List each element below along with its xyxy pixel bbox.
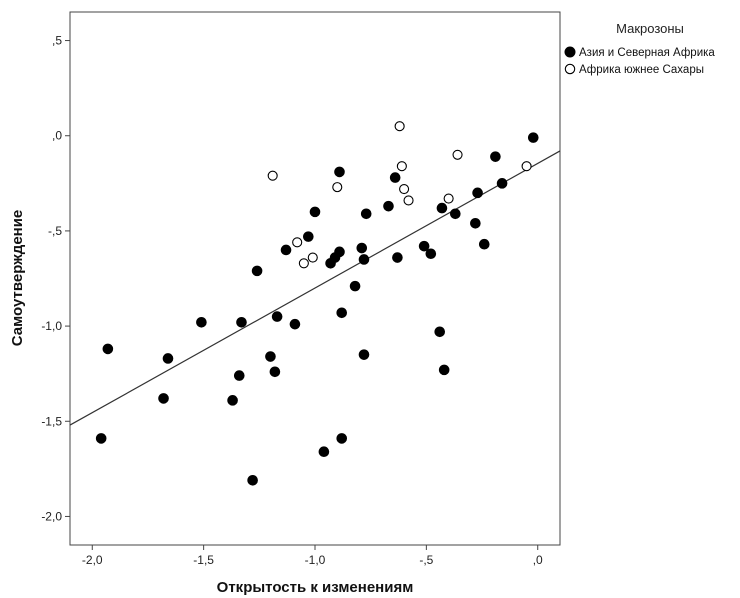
data-point-sub-saharan-africa xyxy=(394,121,405,132)
x-tick-label: -,5 xyxy=(419,553,433,567)
data-point-asia-north-africa xyxy=(271,311,283,322)
data-point-asia-north-africa xyxy=(280,244,292,256)
data-point-asia-north-africa xyxy=(102,343,114,355)
legend-title: Макрозоны xyxy=(616,21,684,36)
data-point-asia-north-africa xyxy=(269,366,281,378)
x-tick-label: -1,5 xyxy=(193,553,214,567)
y-tick-label: -2,0 xyxy=(41,509,62,523)
data-point-asia-north-africa xyxy=(478,238,490,250)
legend-marker-open xyxy=(564,63,576,75)
data-point-asia-north-africa xyxy=(496,178,508,189)
data-point-asia-north-africa xyxy=(360,208,372,220)
data-point-asia-north-africa xyxy=(383,200,394,212)
data-point-asia-north-africa xyxy=(336,433,348,444)
data-point-asia-north-africa xyxy=(265,351,276,362)
data-point-asia-north-africa xyxy=(236,316,247,328)
x-tick-label: -2,0 xyxy=(82,553,103,567)
data-point-sub-saharan-africa xyxy=(452,149,463,160)
data-point-sub-saharan-africa xyxy=(307,252,318,263)
plot-frame xyxy=(69,11,561,546)
data-point-asia-north-africa xyxy=(334,166,345,178)
data-point-asia-north-africa xyxy=(233,370,245,381)
data-point-asia-north-africa xyxy=(389,172,401,183)
data-point-sub-saharan-africa xyxy=(403,195,414,206)
y-tick-label: -1,0 xyxy=(41,319,62,333)
x-tick-label: ,0 xyxy=(533,553,543,567)
data-point-asia-north-africa xyxy=(358,349,370,360)
legend: Макрозоны Азия и Северная Африка Африка … xyxy=(564,21,715,76)
data-point-asia-north-africa xyxy=(162,353,174,364)
data-point-sub-saharan-africa xyxy=(298,258,309,269)
data-point-asia-north-africa xyxy=(95,433,107,444)
data-points xyxy=(95,121,539,486)
data-point-asia-north-africa xyxy=(527,132,539,143)
data-point-sub-saharan-africa xyxy=(399,183,410,195)
data-point-asia-north-africa xyxy=(450,208,461,220)
data-point-asia-north-africa xyxy=(392,252,403,263)
data-point-asia-north-africa xyxy=(158,393,169,404)
data-point-asia-north-africa xyxy=(227,395,238,406)
y-tick-label: ,0 xyxy=(52,129,62,143)
legend-label-asia: Азия и Северная Африка xyxy=(579,47,715,59)
data-point-asia-north-africa xyxy=(356,242,368,254)
data-point-asia-north-africa xyxy=(196,316,207,328)
data-point-asia-north-africa xyxy=(289,318,301,330)
y-tick-label: ,5 xyxy=(52,34,62,48)
x-axis-ticks: -2,0 -1,5 -1,0 -,5 ,0 xyxy=(82,545,543,567)
data-point-sub-saharan-africa xyxy=(521,161,532,172)
data-point-asia-north-africa xyxy=(251,265,263,277)
data-point-asia-north-africa xyxy=(336,307,348,319)
data-point-asia-north-africa xyxy=(434,326,446,338)
data-point-asia-north-africa xyxy=(309,206,321,218)
y-tick-label: -,5 xyxy=(48,224,62,238)
data-point-asia-north-africa xyxy=(472,187,483,199)
data-point-asia-north-africa xyxy=(349,280,361,292)
data-point-asia-north-africa xyxy=(436,202,448,214)
data-point-sub-saharan-africa xyxy=(443,193,454,204)
data-point-asia-north-africa xyxy=(358,254,370,265)
data-point-asia-north-africa xyxy=(490,151,501,162)
data-point-asia-north-africa xyxy=(247,474,258,486)
data-point-sub-saharan-africa xyxy=(292,237,303,248)
x-tick-label: -1,0 xyxy=(305,553,326,567)
data-point-asia-north-africa xyxy=(303,231,314,242)
y-axis-title: Самоутверждение xyxy=(9,210,26,347)
data-point-asia-north-africa xyxy=(318,446,330,458)
data-point-asia-north-africa xyxy=(425,248,437,260)
data-point-sub-saharan-africa xyxy=(396,161,407,172)
data-point-asia-north-africa xyxy=(470,217,481,229)
data-point-sub-saharan-africa xyxy=(332,182,343,193)
y-axis-ticks: ,5 ,0 -,5 -1,0 -1,5 -2,0 xyxy=(41,34,70,523)
x-axis-title: Открытость к изменениям xyxy=(217,579,414,596)
data-point-asia-north-africa xyxy=(438,364,450,376)
data-point-sub-saharan-africa xyxy=(267,170,278,181)
y-tick-label: -1,5 xyxy=(41,414,62,428)
legend-marker-filled xyxy=(564,46,576,58)
data-point-asia-north-africa xyxy=(334,246,345,258)
legend-label-africa: Африка южнее Сахары xyxy=(579,64,704,76)
data-point-asia-north-africa xyxy=(418,240,430,252)
